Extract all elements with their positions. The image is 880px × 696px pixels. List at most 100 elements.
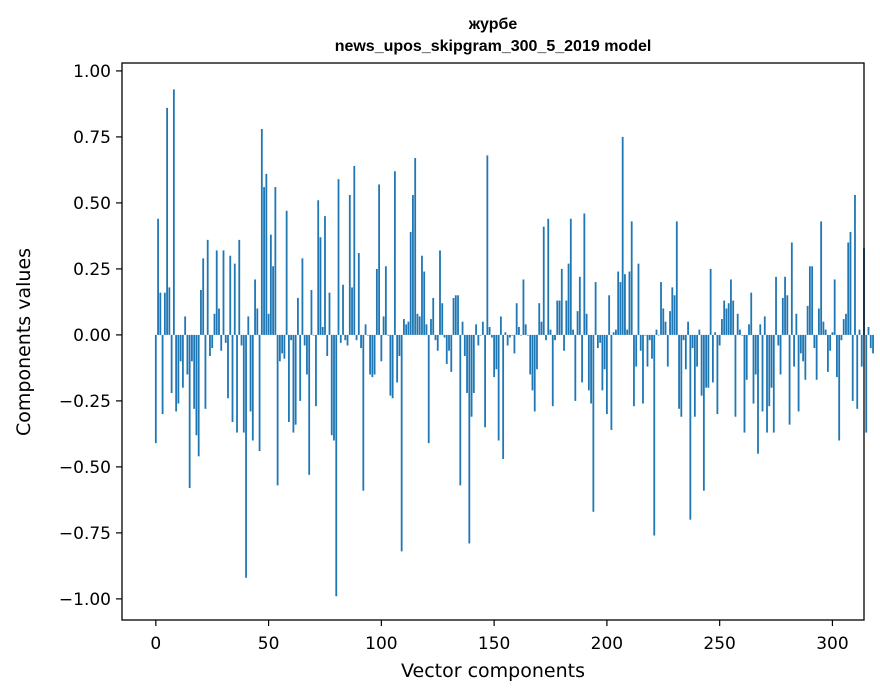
bar-94 <box>366 334 369 336</box>
x-axis-label: Vector components <box>401 660 585 682</box>
bar-292 <box>813 334 816 349</box>
bar-25 <box>211 334 214 349</box>
bar-74 <box>321 326 324 335</box>
bar-33 <box>229 255 232 335</box>
bar-144 <box>479 334 482 336</box>
bar-59 <box>287 334 290 423</box>
bar-150 <box>493 334 496 378</box>
bar-245 <box>707 334 710 388</box>
bar-126 <box>439 250 441 335</box>
bar-255 <box>730 279 732 335</box>
bar-297 <box>824 329 827 335</box>
bar-214 <box>637 263 640 335</box>
bar-243 <box>702 334 705 491</box>
bar-186 <box>574 334 577 401</box>
bar-72 <box>317 200 320 335</box>
bar-141 <box>472 334 475 393</box>
bar-75 <box>324 216 326 335</box>
bar-129 <box>445 334 448 364</box>
bar-32 <box>227 334 229 399</box>
bar-298 <box>827 334 829 372</box>
bar-177 <box>554 334 556 341</box>
bar-232 <box>678 334 680 409</box>
y-tick-label: −1.00 <box>59 590 111 610</box>
bar-273 <box>770 334 773 388</box>
bar-48 <box>263 187 265 335</box>
bar-41 <box>247 316 250 335</box>
bar-163 <box>522 279 525 335</box>
bar-53 <box>274 187 277 335</box>
bar-123 <box>432 297 435 335</box>
bar-183 <box>567 263 570 335</box>
bar-38 <box>240 334 243 346</box>
bar-236 <box>687 321 689 335</box>
bar-146 <box>484 334 486 428</box>
bar-265 <box>752 334 755 404</box>
y-tick-label: 0.25 <box>73 260 111 280</box>
bar-257 <box>734 334 737 417</box>
bar-230 <box>673 295 676 335</box>
bar-119 <box>423 271 426 335</box>
bar-39 <box>242 334 245 433</box>
bar-47 <box>260 129 263 335</box>
bar-93 <box>364 324 367 335</box>
bar-201 <box>608 295 611 335</box>
bar-227 <box>666 334 669 367</box>
bar-28 <box>218 308 220 335</box>
bar-130 <box>448 334 450 351</box>
bar-6 <box>168 287 171 335</box>
bar-89 <box>355 334 358 341</box>
bar-280 <box>786 295 789 335</box>
bar-199 <box>603 334 606 370</box>
bar-83 <box>342 284 344 335</box>
bar-125 <box>436 334 439 351</box>
bar-151 <box>495 334 498 370</box>
bar-168 <box>533 334 536 412</box>
bar-169 <box>536 334 538 370</box>
bar-9 <box>175 334 178 412</box>
y-tick-label: −0.25 <box>59 392 111 412</box>
bar-0 <box>154 334 157 444</box>
bar-137 <box>463 334 466 357</box>
bar-55 <box>278 334 281 362</box>
bar-188 <box>578 276 581 335</box>
bar-277 <box>779 334 782 375</box>
bar-303 <box>838 334 841 441</box>
bar-285 <box>797 334 800 412</box>
bar-293 <box>815 334 818 380</box>
bar-206 <box>619 282 622 335</box>
bar-254 <box>727 303 730 335</box>
bar-296 <box>822 321 825 335</box>
bar-262 <box>745 334 748 380</box>
bar-246 <box>709 268 712 335</box>
bar-185 <box>572 329 574 335</box>
bar-107 <box>396 334 399 383</box>
bar-124 <box>434 334 437 341</box>
bar-211 <box>630 221 633 335</box>
bar-217 <box>644 334 647 336</box>
bar-258 <box>736 313 739 335</box>
bar-272 <box>768 334 771 407</box>
bar-19 <box>197 334 200 457</box>
bar-190 <box>583 213 586 335</box>
x-axis-ticks: 0 50 100 150 200 250 300 <box>150 620 849 654</box>
bar-276 <box>777 334 780 346</box>
bar-134 <box>457 295 459 335</box>
y-tick-label: 0.00 <box>73 326 111 346</box>
bar-60 <box>290 334 293 341</box>
bar-104 <box>389 334 392 396</box>
bars-group <box>154 89 874 597</box>
bar-233 <box>680 334 683 417</box>
x-tick-label: 300 <box>816 634 848 654</box>
bar-219 <box>648 334 651 341</box>
bar-229 <box>671 287 674 335</box>
x-tick-label: 200 <box>591 634 623 654</box>
bar-138 <box>466 334 468 393</box>
y-tick-label: 0.75 <box>73 128 111 148</box>
bar-35 <box>233 263 236 335</box>
bar-87 <box>351 287 353 335</box>
bar-166 <box>529 334 532 375</box>
bar-37 <box>238 239 241 335</box>
bar-173 <box>545 334 547 341</box>
y-tick-label: 1.00 <box>73 62 111 82</box>
